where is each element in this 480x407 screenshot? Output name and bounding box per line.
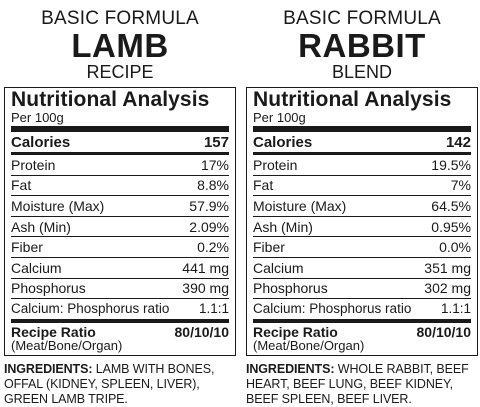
product-name: LAMB xyxy=(71,27,169,64)
nutrient-row: Phosphorus 302 mg xyxy=(253,279,471,300)
nutrient-label: Phosphorus xyxy=(11,280,86,297)
lamb-panel: BASIC FORMULA LAMB RECIPE Nutritional An… xyxy=(4,0,236,407)
nutrient-label: Protein xyxy=(11,156,56,173)
ratio-value: 1.1:1 xyxy=(198,301,229,317)
ingredients-label: INGREDIENTS: xyxy=(246,361,335,376)
nutrient-label: Fiber xyxy=(11,239,43,256)
nutrient-value: 390 mg xyxy=(182,280,229,297)
nutrient-row: Fat 8.8% xyxy=(11,176,229,197)
nutrient-label: Fat xyxy=(253,177,274,194)
rabbit-header: BASIC FORMULA RABBIT BLEND xyxy=(246,9,478,81)
nutrient-row: Moisture (Max) 64.5% xyxy=(253,196,471,217)
product-subtitle: BLEND xyxy=(331,62,393,82)
recipe-ratio-subtitle: (Meat/Bone/Organ) xyxy=(253,337,365,353)
ingredients-label: INGREDIENTS: xyxy=(4,361,93,376)
nutrient-label: Fiber xyxy=(253,239,285,256)
rabbit-panel: BASIC FORMULA RABBIT BLEND Nutritional A… xyxy=(246,0,478,407)
nutrition-title: Nutritional Analysis xyxy=(253,88,452,111)
ca-p-ratio-row: Calcium: Phosphorus ratio 1.1:1 xyxy=(253,299,471,323)
recipe-ratio-label: Recipe Ratio xyxy=(253,323,338,340)
nutrient-row: Calcium 351 mg xyxy=(253,258,471,279)
serving-size: Per 100g xyxy=(253,111,471,132)
nutrient-row: Fiber 0.0% xyxy=(253,237,471,258)
nutrient-label: Ash (Min) xyxy=(11,218,71,235)
nutrition-box: Nutritional Analysis Per 100g Calories 1… xyxy=(4,87,236,356)
calories-label: Calories xyxy=(253,133,313,151)
recipe-ratio-subtitle: (Meat/Bone/Organ) xyxy=(11,337,123,353)
nutrient-value: 302 mg xyxy=(424,280,471,297)
nutrition-title: Nutritional Analysis xyxy=(11,88,210,111)
nutrient-row: Fiber 0.2% xyxy=(11,237,229,258)
nutrient-value: 19.5% xyxy=(431,156,471,173)
serving-size: Per 100g xyxy=(11,111,229,132)
recipe-ratio-value: 80/10/10 xyxy=(416,323,472,340)
ca-p-ratio-row: Calcium: Phosphorus ratio 1.1:1 xyxy=(11,299,229,323)
formula-label: BASIC FORMULA xyxy=(283,8,441,29)
product-name: RABBIT xyxy=(298,27,426,64)
nutrient-value: 7% xyxy=(450,177,471,194)
nutrient-value: 0.95% xyxy=(431,218,471,235)
recipe-ratio-label: Recipe Ratio xyxy=(11,323,96,340)
ingredients-text: INGREDIENTS: LAMB WITH BONES, OFFAL (KID… xyxy=(4,362,236,407)
nutrient-value: 351 mg xyxy=(424,259,471,276)
nutrient-value: 8.8% xyxy=(197,177,229,194)
recipe-ratio-row: Recipe Ratio 80/10/10 xyxy=(253,323,471,339)
nutrient-row: Calcium 441 mg xyxy=(11,258,229,279)
nutrient-label: Calcium xyxy=(253,259,304,276)
nutrient-label: Phosphorus xyxy=(253,280,328,297)
recipe-ratio-row: Recipe Ratio 80/10/10 xyxy=(11,323,229,339)
nutrient-label: Calcium xyxy=(11,259,62,276)
nutrient-value: 17% xyxy=(200,156,229,173)
nutrient-row: Protein 19.5% xyxy=(253,155,471,176)
nutrient-value: 441 mg xyxy=(182,259,229,276)
nutrient-value: 2.09% xyxy=(189,218,229,235)
nutrient-row: Protein 17% xyxy=(11,155,229,176)
nutrition-box: Nutritional Analysis Per 100g Calories 1… xyxy=(246,87,478,356)
calories-row: Calories 142 xyxy=(253,132,471,155)
nutrient-row: Fat 7% xyxy=(253,176,471,197)
formula-label: BASIC FORMULA xyxy=(41,8,199,29)
calories-row: Calories 157 xyxy=(11,132,229,155)
ingredients-list: WHOLE RABBIT, BEEF HEART, BEEF LUNG, BEE… xyxy=(246,361,469,406)
ratio-label: Calcium: Phosphorus ratio xyxy=(11,301,170,317)
nutrient-label: Moisture (Max) xyxy=(253,197,347,214)
nutrient-row: Ash (Min) 2.09% xyxy=(11,217,229,238)
product-subtitle: RECIPE xyxy=(86,62,154,82)
calories-label: Calories xyxy=(11,133,71,151)
calories-value: 157 xyxy=(203,133,229,151)
nutrient-row: Moisture (Max) 57.9% xyxy=(11,196,229,217)
nutrient-row: Ash (Min) 0.95% xyxy=(253,217,471,238)
nutrient-value: 64.5% xyxy=(431,197,471,214)
nutrient-value: 0.2% xyxy=(197,239,229,256)
nutrient-label: Moisture (Max) xyxy=(11,197,105,214)
ingredients-text: INGREDIENTS: WHOLE RABBIT, BEEF HEART, B… xyxy=(246,362,478,407)
nutrient-row: Phosphorus 390 mg xyxy=(11,279,229,300)
calories-value: 142 xyxy=(445,133,471,151)
nutrient-label: Fat xyxy=(11,177,32,194)
recipe-ratio-value: 80/10/10 xyxy=(174,323,230,340)
ingredients-list: LAMB WITH BONES, OFFAL (KIDNEY, SPLEEN, … xyxy=(4,361,215,406)
lamb-header: BASIC FORMULA LAMB RECIPE xyxy=(4,9,236,81)
ratio-value: 1.1:1 xyxy=(440,301,471,317)
ratio-label: Calcium: Phosphorus ratio xyxy=(253,301,412,317)
nutrient-label: Ash (Min) xyxy=(253,218,313,235)
nutrient-value: 0.0% xyxy=(439,239,471,256)
nutrient-value: 57.9% xyxy=(189,197,229,214)
nutrient-label: Protein xyxy=(253,156,298,173)
